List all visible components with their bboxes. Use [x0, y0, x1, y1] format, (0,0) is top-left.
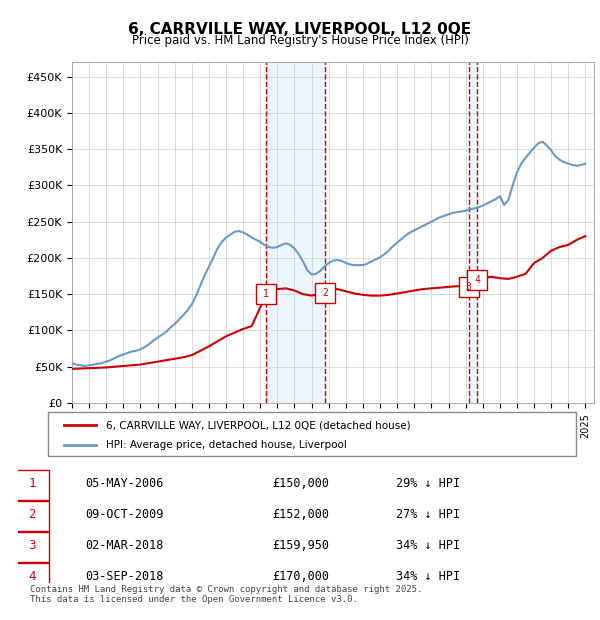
Text: 3: 3: [466, 282, 472, 292]
Text: 1: 1: [263, 289, 269, 299]
Text: 27% ↓ HPI: 27% ↓ HPI: [396, 508, 460, 521]
Text: 4: 4: [474, 275, 480, 285]
Text: 02-MAR-2018: 02-MAR-2018: [86, 539, 164, 552]
Text: 34% ↓ HPI: 34% ↓ HPI: [396, 570, 460, 583]
Text: 34% ↓ HPI: 34% ↓ HPI: [396, 539, 460, 552]
Text: 29% ↓ HPI: 29% ↓ HPI: [396, 477, 460, 490]
Text: 05-MAY-2006: 05-MAY-2006: [86, 477, 164, 490]
FancyBboxPatch shape: [48, 412, 576, 456]
Text: £150,000: £150,000: [272, 477, 329, 490]
Text: 09-OCT-2009: 09-OCT-2009: [86, 508, 164, 521]
Text: 6, CARRVILLE WAY, LIVERPOOL, L12 0QE (detached house): 6, CARRVILLE WAY, LIVERPOOL, L12 0QE (de…: [106, 420, 411, 430]
Text: 4: 4: [28, 570, 36, 583]
Text: HPI: Average price, detached house, Liverpool: HPI: Average price, detached house, Live…: [106, 440, 347, 450]
Text: Contains HM Land Registry data © Crown copyright and database right 2025.
This d: Contains HM Land Registry data © Crown c…: [30, 585, 422, 604]
Text: Price paid vs. HM Land Registry's House Price Index (HPI): Price paid vs. HM Land Registry's House …: [131, 34, 469, 47]
Text: 03-SEP-2018: 03-SEP-2018: [86, 570, 164, 583]
Bar: [266, 62, 325, 403]
FancyBboxPatch shape: [15, 563, 49, 593]
FancyBboxPatch shape: [15, 532, 49, 562]
Bar: [469, 62, 477, 403]
Text: 3: 3: [28, 539, 36, 552]
Text: 2: 2: [322, 288, 328, 298]
Text: 1: 1: [28, 477, 36, 490]
Text: £170,000: £170,000: [272, 570, 329, 583]
Text: £159,950: £159,950: [272, 539, 329, 552]
Text: 2: 2: [28, 508, 36, 521]
FancyBboxPatch shape: [15, 501, 49, 531]
Text: £152,000: £152,000: [272, 508, 329, 521]
FancyBboxPatch shape: [15, 470, 49, 500]
Text: 6, CARRVILLE WAY, LIVERPOOL, L12 0QE: 6, CARRVILLE WAY, LIVERPOOL, L12 0QE: [128, 22, 472, 37]
